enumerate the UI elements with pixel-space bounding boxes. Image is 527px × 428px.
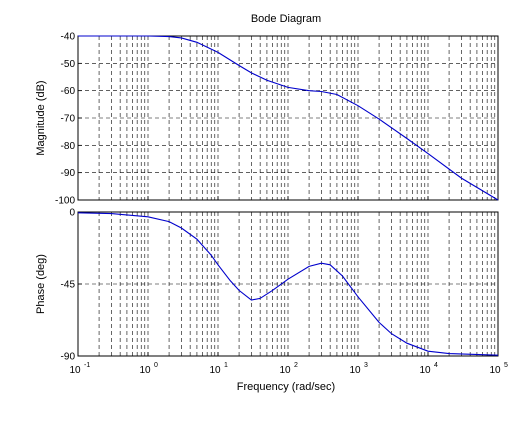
x-tick-label: 10 (419, 365, 431, 376)
phase-axes-frame (77, 211, 499, 357)
x-tick-exponent: 0 (154, 362, 158, 369)
mag-y-tick-label: -50 (61, 59, 76, 70)
mag-y-tick-label: -100 (55, 196, 75, 207)
mag-y-tick-label: -70 (61, 114, 76, 125)
magnitude-y-tick-labels: -40 -50 -60 -70 -80 -90 -100 (55, 32, 75, 207)
phase-axis-label: Phase (deg) (35, 254, 47, 314)
mag-y-tick-label: -90 (61, 168, 76, 179)
mag-y-tick-label: -40 (61, 32, 76, 43)
x-tick-label: 10 (139, 365, 151, 376)
magnitude-axes-frame (77, 35, 499, 201)
x-tick-labels: 10 -1 10 0 10 1 10 2 10 3 10 4 10 5 (69, 362, 508, 376)
mag-y-tick-label: -60 (61, 86, 76, 97)
magnitude-axis-label: Magnitude (dB) (35, 80, 47, 155)
x-tick-exponent: 5 (504, 362, 508, 369)
x-tick-label: 10 (489, 365, 501, 376)
phase-y-tick-label: 0 (69, 208, 75, 219)
x-tick-label: 10 (279, 365, 291, 376)
magnitude-plot: -40 -50 -60 -70 -80 -90 -100 Magnitude (dB) (35, 32, 499, 207)
x-tick-exponent: 3 (364, 362, 368, 369)
phase-y-tick-label: -45 (61, 280, 76, 291)
phase-curve (77, 212, 499, 356)
x-tick-label: 10 (349, 365, 361, 376)
x-tick-label: 10 (209, 365, 221, 376)
x-tick-exponent: 1 (224, 362, 228, 369)
phase-y-tick-labels: 0 -45 -90 (61, 208, 76, 363)
phase-plot: 0 -45 -90 Phase (deg) (35, 208, 499, 363)
mag-y-tick-label: -80 (61, 141, 76, 152)
x-tick-label: 10 (69, 365, 81, 376)
x-tick-exponent: -1 (84, 362, 90, 369)
chart-title: Bode Diagram (251, 13, 321, 25)
phase-y-tick-label: -90 (61, 352, 76, 363)
x-tick-exponent: 2 (294, 362, 298, 369)
frequency-axis-label: Frequency (rad/sec) (237, 381, 335, 393)
x-tick-exponent: 4 (434, 362, 438, 369)
phase-grid (77, 211, 499, 357)
magnitude-curve (78, 35, 499, 201)
magnitude-grid (77, 35, 499, 201)
